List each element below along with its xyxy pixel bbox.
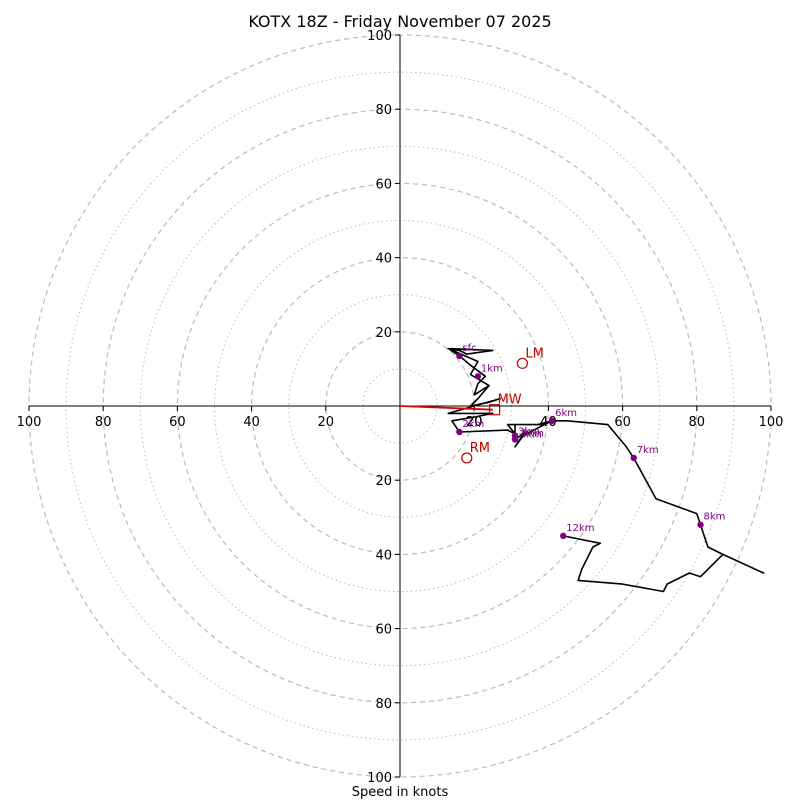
height-label-sfc: sfc bbox=[462, 343, 476, 354]
storm-motion-marker-MW bbox=[489, 404, 501, 416]
height-label-3km: 3km bbox=[518, 426, 540, 437]
storm-vector-line bbox=[399, 405, 493, 411]
chart-title: KOTX 18Z - Friday November 07 2025 bbox=[248, 12, 551, 31]
storm-motion-label-LM: LM bbox=[525, 346, 543, 361]
height-marker-1km bbox=[474, 373, 482, 380]
y-tick-label: 20 bbox=[375, 474, 392, 489]
y-tick-label: 20 bbox=[375, 326, 392, 341]
height-marker-sfc bbox=[456, 352, 463, 360]
height-label-1km: 1km bbox=[481, 363, 503, 374]
storm-motion-label-RM: RM bbox=[470, 441, 490, 456]
inner-ring-label: 20 bbox=[466, 415, 483, 430]
x-tick-label: 20 bbox=[318, 415, 335, 430]
storm-motion-marker-RM bbox=[461, 452, 473, 464]
height-label-6km: 6km bbox=[555, 408, 577, 419]
height-marker-7km bbox=[630, 454, 637, 462]
x-tick-label: 20 bbox=[466, 415, 483, 430]
y-tick-label: 60 bbox=[375, 623, 392, 638]
x-tick-label: 100 bbox=[759, 415, 784, 430]
y-tick-label: 40 bbox=[375, 252, 392, 267]
storm-vector-group bbox=[399, 405, 493, 411]
storm-motion-marker-LM bbox=[516, 357, 529, 369]
height-label-2km: 2km bbox=[462, 419, 484, 430]
height-marker-8km bbox=[697, 521, 704, 528]
y-tick-label: 100 bbox=[367, 771, 392, 786]
height-marker-12km bbox=[560, 532, 567, 540]
height-label-8km: 8km bbox=[704, 512, 726, 523]
y-tick-label: 60 bbox=[375, 177, 392, 192]
x-tick-label: 40 bbox=[243, 415, 260, 430]
x-tick-label: 60 bbox=[169, 415, 186, 430]
height-marker-6km bbox=[548, 417, 556, 425]
y-tick-label: 40 bbox=[375, 548, 392, 563]
y-tick-label: 80 bbox=[375, 103, 392, 118]
y-tick-label: 80 bbox=[375, 697, 392, 712]
storm-motion-label-MW: MW bbox=[498, 393, 522, 408]
height-marker-5km bbox=[511, 432, 519, 439]
height-label-7km: 7km bbox=[637, 445, 659, 456]
x-tick-label: 80 bbox=[95, 415, 112, 430]
height-label-5km: 5km bbox=[522, 429, 544, 440]
hodograph-trace bbox=[447, 347, 765, 593]
height-marker-2km bbox=[456, 428, 463, 436]
height-label-12km: 12km bbox=[566, 523, 594, 534]
x-tick-label: 60 bbox=[614, 415, 631, 430]
x-tick-label: 80 bbox=[689, 415, 706, 430]
hodograph-trace-group bbox=[447, 347, 765, 593]
y-tick-label: 100 bbox=[367, 29, 392, 44]
storm-motion-group: LM RM MW bbox=[461, 346, 544, 464]
height-label-4km: 4km bbox=[520, 429, 542, 440]
x-axis-label: Speed in knots bbox=[352, 785, 449, 800]
x-tick-label: 100 bbox=[17, 415, 42, 430]
